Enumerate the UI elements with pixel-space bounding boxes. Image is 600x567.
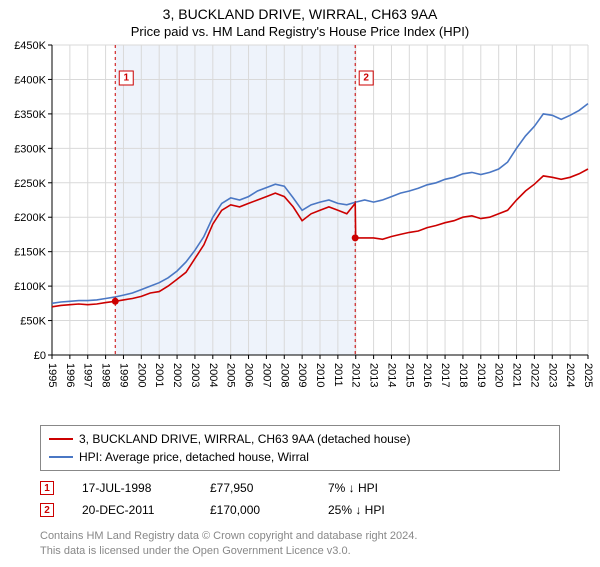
footer-attribution: Contains HM Land Registry data © Crown c…	[40, 529, 560, 567]
svg-text:£250K: £250K	[14, 178, 46, 190]
svg-text:2011: 2011	[332, 363, 344, 387]
title-block: 3, BUCKLAND DRIVE, WIRRAL, CH63 9AA Pric…	[0, 0, 600, 39]
legend-label: HPI: Average price, detached house, Wirr…	[79, 450, 309, 464]
svg-text:2: 2	[363, 73, 369, 84]
svg-text:2019: 2019	[475, 363, 487, 387]
svg-text:2022: 2022	[528, 363, 540, 387]
svg-text:2023: 2023	[546, 363, 558, 387]
legend-row: 3, BUCKLAND DRIVE, WIRRAL, CH63 9AA (det…	[49, 430, 551, 448]
sale-row: 2 20-DEC-2011 £170,000 25% ↓ HPI	[40, 499, 560, 521]
sale-price: £77,950	[210, 481, 300, 495]
svg-text:£300K: £300K	[14, 143, 46, 155]
sale-pct-vs-hpi: 25% ↓ HPI	[328, 503, 438, 517]
svg-text:2008: 2008	[278, 363, 290, 387]
line-chart-svg: £0 £50K £100K £150K £200K £250K £300K £350K £400…	[0, 39, 600, 419]
svg-text:2009: 2009	[296, 363, 308, 387]
legend-row: HPI: Average price, detached house, Wirr…	[49, 448, 551, 466]
page-container: 3, BUCKLAND DRIVE, WIRRAL, CH63 9AA Pric…	[0, 0, 600, 567]
svg-text:£200K: £200K	[14, 212, 46, 224]
legend-box: 3, BUCKLAND DRIVE, WIRRAL, CH63 9AA (det…	[40, 425, 560, 471]
svg-text:1: 1	[123, 73, 129, 84]
svg-text:2010: 2010	[314, 363, 326, 387]
footer-line: This data is licensed under the Open Gov…	[40, 544, 560, 559]
svg-text:2013: 2013	[368, 363, 380, 387]
title-subtitle: Price paid vs. HM Land Registry's House …	[0, 24, 600, 39]
svg-text:2006: 2006	[243, 363, 255, 387]
svg-text:2020: 2020	[493, 363, 505, 387]
svg-text:£150K: £150K	[14, 247, 46, 259]
svg-text:1995: 1995	[46, 363, 58, 387]
svg-text:2015: 2015	[403, 363, 415, 387]
footer-line: Contains HM Land Registry data © Crown c…	[40, 529, 560, 544]
sale-date: 17-JUL-1998	[82, 481, 182, 495]
legend-label: 3, BUCKLAND DRIVE, WIRRAL, CH63 9AA (det…	[79, 432, 410, 446]
svg-text:£0: £0	[34, 350, 46, 362]
svg-text:2005: 2005	[225, 363, 237, 387]
svg-text:2017: 2017	[439, 363, 451, 387]
legend-swatch	[49, 456, 73, 458]
svg-text:1996: 1996	[64, 363, 76, 387]
svg-text:2014: 2014	[385, 363, 397, 387]
svg-text:£450K: £450K	[14, 40, 46, 52]
svg-text:2012: 2012	[350, 363, 362, 387]
svg-text:£400K: £400K	[14, 74, 46, 86]
svg-text:£350K: £350K	[14, 109, 46, 121]
legend-swatch	[49, 438, 73, 440]
sale-row: 1 17-JUL-1998 £77,950 7% ↓ HPI	[40, 477, 560, 499]
sale-marker-icon: 1	[40, 481, 54, 495]
svg-text:1999: 1999	[117, 363, 129, 387]
sale-price: £170,000	[210, 503, 300, 517]
svg-text:2002: 2002	[171, 363, 183, 387]
svg-text:2016: 2016	[421, 363, 433, 387]
sales-table: 1 17-JUL-1998 £77,950 7% ↓ HPI 2 20-DEC-…	[40, 477, 560, 521]
svg-text:2021: 2021	[511, 363, 523, 387]
title-address: 3, BUCKLAND DRIVE, WIRRAL, CH63 9AA	[0, 6, 600, 22]
svg-text:2004: 2004	[207, 363, 219, 387]
svg-text:2003: 2003	[189, 363, 201, 387]
svg-text:2025: 2025	[582, 363, 594, 387]
svg-text:2001: 2001	[153, 363, 165, 387]
svg-text:1998: 1998	[100, 363, 112, 387]
sale-date: 20-DEC-2011	[82, 503, 182, 517]
svg-text:2000: 2000	[135, 363, 147, 387]
chart-area: £0 £50K £100K £150K £200K £250K £300K £350K £400…	[0, 39, 600, 419]
svg-text:2018: 2018	[457, 363, 469, 387]
sale-marker-icon: 2	[40, 503, 54, 517]
svg-text:£50K: £50K	[20, 316, 46, 328]
svg-text:2024: 2024	[564, 363, 576, 387]
svg-text:1997: 1997	[82, 363, 94, 387]
svg-text:£100K: £100K	[14, 281, 46, 293]
sale-pct-vs-hpi: 7% ↓ HPI	[328, 481, 438, 495]
svg-text:2007: 2007	[260, 363, 272, 387]
